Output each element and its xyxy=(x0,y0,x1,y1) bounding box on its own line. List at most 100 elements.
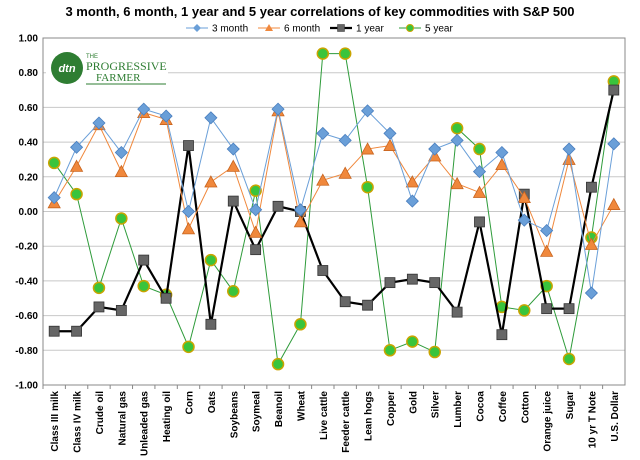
legend-marker xyxy=(337,24,345,32)
data-point xyxy=(250,244,262,256)
data-point xyxy=(271,102,285,116)
series-3-month xyxy=(47,102,621,300)
data-point xyxy=(272,200,284,212)
data-point xyxy=(227,285,240,298)
data-point xyxy=(114,145,128,160)
x-tick-label: Class IV milk xyxy=(73,391,84,453)
series-5-year xyxy=(47,47,621,371)
data-point xyxy=(607,137,621,151)
data-point xyxy=(450,121,464,135)
y-tick-label: -0.80 xyxy=(15,346,38,357)
data-point xyxy=(159,109,173,123)
data-point xyxy=(204,111,218,125)
x-tick-label: Corn xyxy=(185,391,196,414)
data-point xyxy=(338,166,352,179)
data-point xyxy=(361,104,375,118)
x-tick-label: Crude oil xyxy=(95,391,106,435)
data-point xyxy=(226,159,240,172)
chart-title: 3 month, 6 month, 1 year and 5 year corr… xyxy=(65,4,574,19)
data-point xyxy=(47,156,61,170)
data-point xyxy=(586,181,597,193)
data-point xyxy=(361,180,374,194)
x-tick-label: Silver xyxy=(431,391,442,418)
x-tick-label: Cocoa xyxy=(476,391,487,422)
data-point xyxy=(338,47,352,60)
data-point xyxy=(70,187,83,201)
data-point xyxy=(540,224,554,238)
x-tick-label: Gold xyxy=(408,391,419,414)
data-point xyxy=(562,352,576,366)
data-point xyxy=(495,145,509,160)
series-1-year xyxy=(48,84,620,341)
x-tick-label: Lumber xyxy=(453,391,464,428)
data-point xyxy=(428,142,442,156)
data-point xyxy=(383,126,397,140)
data-point xyxy=(137,102,151,116)
data-point xyxy=(48,325,60,337)
y-tick-label: 0.60 xyxy=(19,103,39,114)
data-point xyxy=(562,142,576,156)
data-point xyxy=(339,296,351,308)
legend-item: 6 month xyxy=(258,24,320,35)
data-point xyxy=(473,142,486,156)
x-tick-label: U.S. Dollar xyxy=(610,391,621,442)
x-tick-label: Orange juice xyxy=(543,391,554,452)
y-tick-label: 0.00 xyxy=(19,207,39,218)
legend-label: 1 year xyxy=(356,24,384,35)
x-tick-label: Unleaded gas xyxy=(140,391,151,456)
data-point xyxy=(271,357,285,371)
data-point xyxy=(93,301,105,313)
data-point xyxy=(316,173,330,186)
data-point xyxy=(362,299,373,311)
data-point xyxy=(406,335,419,348)
data-point xyxy=(405,175,420,188)
x-tick-label: Live cattle xyxy=(319,391,330,440)
data-point xyxy=(293,203,307,217)
data-point xyxy=(584,237,599,250)
y-tick-label: 0.80 xyxy=(19,68,39,79)
y-tick-label: 0.20 xyxy=(19,172,39,183)
x-tick-label: Sugar xyxy=(565,391,576,419)
data-point xyxy=(294,318,307,331)
data-point xyxy=(249,184,262,197)
y-tick-label: -0.20 xyxy=(15,242,38,253)
legend-item: 1 year xyxy=(330,24,384,35)
data-point xyxy=(182,340,195,354)
legend-marker xyxy=(265,24,273,31)
data-point xyxy=(428,345,441,359)
y-axis: 1.00 0.80 0.60 0.40 0.20 0.00 -0.20 -0.40 -0.60 -… xyxy=(15,34,38,392)
data-point xyxy=(138,254,150,266)
data-point xyxy=(115,212,128,225)
data-point xyxy=(450,133,464,147)
x-tick-label: Coffee xyxy=(498,391,509,423)
data-point xyxy=(406,273,418,285)
logo-mark-icon xyxy=(51,52,83,84)
data-point xyxy=(563,303,575,315)
x-tick-label: Heating oil xyxy=(162,391,173,442)
x-tick-label: Feeder cattle xyxy=(341,391,352,453)
data-point xyxy=(181,222,196,235)
data-point xyxy=(539,244,554,257)
y-tick-label: -0.40 xyxy=(15,276,38,287)
x-tick-label: Soybeans xyxy=(229,391,240,439)
data-point xyxy=(181,204,196,219)
grid xyxy=(42,37,626,386)
data-point xyxy=(92,116,106,130)
legend-label: 3 month xyxy=(212,24,248,35)
data-point xyxy=(608,84,620,96)
data-point xyxy=(451,306,463,318)
data-point xyxy=(293,215,308,228)
legend-label: 6 month xyxy=(284,24,320,35)
x-tick-label: Lean hogs xyxy=(364,391,375,441)
series-line xyxy=(53,110,615,254)
y-tick-label: 1.00 xyxy=(19,34,39,45)
data-point xyxy=(474,216,485,228)
x-tick-label: Beanoil xyxy=(274,391,285,427)
data-point xyxy=(227,195,239,207)
series-layer xyxy=(47,47,621,371)
data-point xyxy=(584,286,598,300)
data-point xyxy=(183,140,194,151)
legend-item: 5 year xyxy=(399,24,453,35)
data-point xyxy=(429,277,441,289)
